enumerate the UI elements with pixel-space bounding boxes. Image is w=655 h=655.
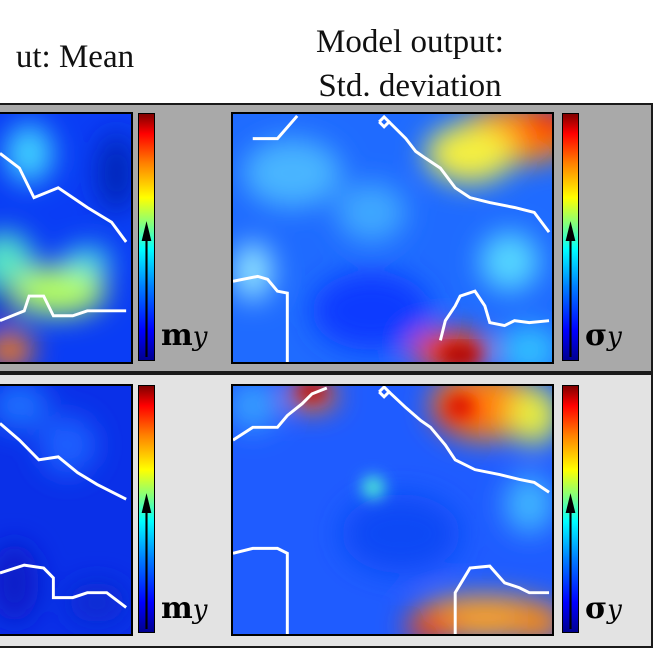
colorbar-label-row1-std: σy: [585, 318, 622, 353]
heatmap-row1-std: [231, 112, 554, 364]
title-mean: ut: Mean: [15, 39, 135, 75]
colorbar-row1-mean: [138, 113, 155, 361]
arrow-up-icon: [565, 493, 576, 630]
arrow-up-icon: [141, 493, 152, 630]
colorbar-row1-std: [562, 113, 579, 361]
arrow-up-icon: [141, 221, 152, 358]
heatmap-row1-mean: [0, 112, 133, 364]
title-std-line1: Model output:: [316, 24, 504, 60]
colorbar-label-row2-mean: my: [161, 591, 208, 626]
arrow-up-icon: [565, 221, 576, 358]
colorbar-label-row2-std: σy: [585, 591, 622, 626]
heatmap-row2-mean: [0, 384, 133, 636]
title-std-line2: Std. deviation: [318, 68, 502, 104]
heatmap-row2-std: [231, 384, 554, 636]
colorbar-row2-std: [562, 385, 579, 633]
colorbar-row2-mean: [138, 385, 155, 633]
colorbar-label-row1-mean: my: [161, 318, 208, 353]
